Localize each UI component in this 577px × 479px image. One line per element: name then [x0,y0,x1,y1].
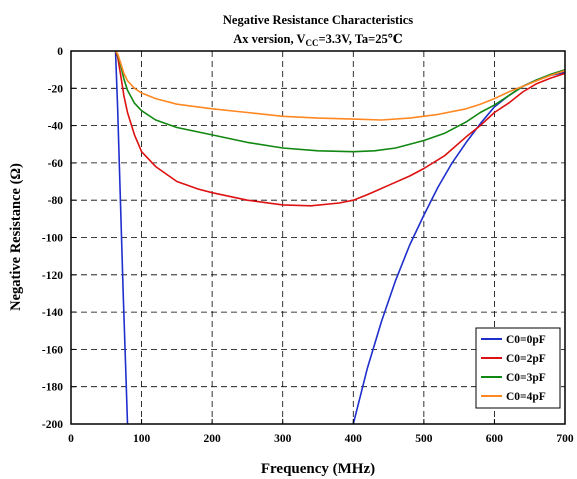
series-line-c0-3pf [114,51,565,153]
y-tick-label: 0 [57,46,63,58]
legend-label: C0=2pF [506,353,546,365]
legend-label: C0=4pF [506,391,546,403]
x-tick-label: 500 [415,433,433,445]
y-tick-label: -60 [48,158,64,170]
x-axis-label: Frequency (MHz) [261,461,375,477]
series-line-c0-0pf [114,51,129,424]
series-line-c0-2pf [114,51,565,207]
x-tick-label: 600 [486,433,504,445]
legend-box [475,327,561,409]
y-tick-label: -80 [48,195,64,207]
chart-title: Negative Resistance Characteristics [223,13,413,27]
y-tick-label: -120 [42,270,63,282]
legend-label: C0=0pF [506,334,546,346]
legend-label: C0=3pF [506,372,546,384]
y-tick-label: -20 [48,83,64,95]
y-tick-label: -200 [42,419,63,431]
tick-labels: 0 100 200 300 400 500 600 700 0 -20 -40 -60 -80 -100 -… [42,46,574,445]
y-axis-label: Negative Resistance (Ω) [8,163,24,311]
y-tick-label: -40 [48,121,64,133]
y-tick-label: -140 [42,307,63,319]
x-tick-label: 700 [556,433,574,445]
y-tick-label: -160 [42,344,63,356]
x-tick-label: 200 [204,433,222,445]
y-tick-label: -180 [42,382,63,394]
x-tick-label: 400 [345,433,363,445]
legend: C0=0pF C0=2pF C0=3pF C0=4pF [475,327,561,409]
series-layer [114,51,565,424]
chart-subtitle: Ax version, VCC=3.3V, Ta=25℃ [233,32,403,48]
series-line-c0-4pf [114,51,565,121]
x-tick-label: 300 [274,433,292,445]
x-tick-label: 0 [68,433,74,445]
y-tick-label: -100 [42,233,63,245]
x-tick-label: 100 [133,433,151,445]
